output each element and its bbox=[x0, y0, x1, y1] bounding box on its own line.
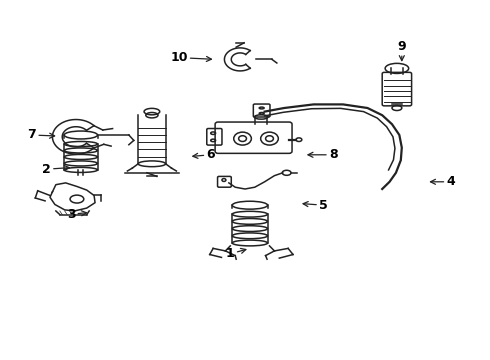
Text: 1: 1 bbox=[226, 247, 246, 260]
Text: 7: 7 bbox=[27, 129, 54, 141]
Text: 3: 3 bbox=[67, 208, 87, 221]
Text: 9: 9 bbox=[397, 40, 406, 60]
Text: 5: 5 bbox=[303, 199, 328, 212]
Text: 8: 8 bbox=[308, 148, 338, 161]
Text: 6: 6 bbox=[193, 148, 215, 161]
Text: 4: 4 bbox=[431, 175, 455, 188]
Text: 2: 2 bbox=[42, 163, 70, 176]
Text: 10: 10 bbox=[170, 51, 211, 64]
